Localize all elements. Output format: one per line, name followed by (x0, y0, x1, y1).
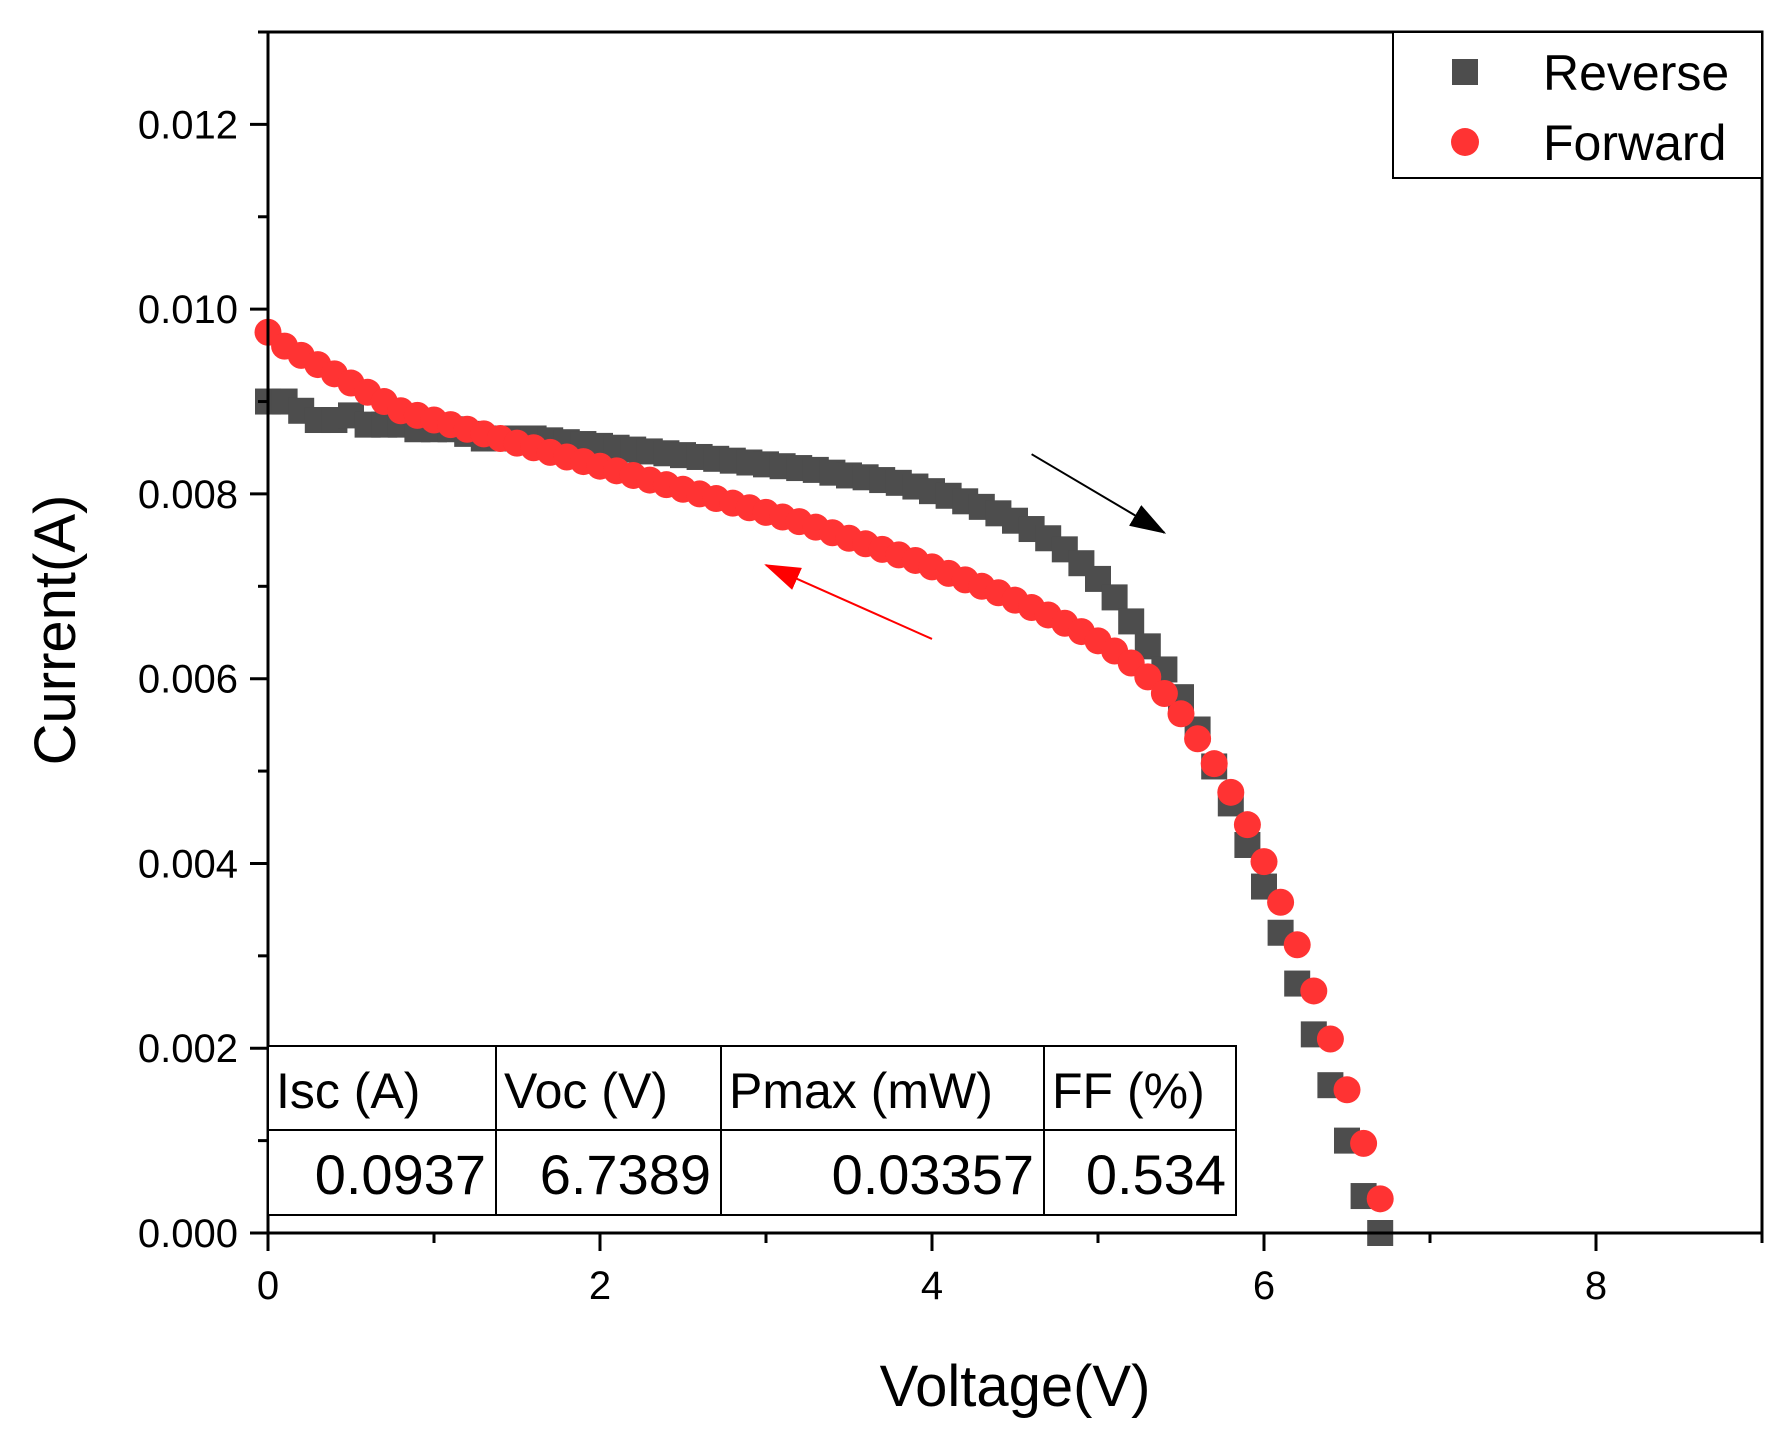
axes-layer: 0 2 4 6 8 0.000 0.002 0.004 0.006 0.008 0.010 0.012 (138, 30, 1764, 1308)
data-point (1350, 1129, 1378, 1157)
data-point (1150, 679, 1178, 707)
table-value-cell: 0.0937 (315, 1143, 486, 1206)
data-point (1250, 848, 1278, 876)
legend-marker-circle (1451, 128, 1479, 156)
x-tick-label: 2 (589, 1264, 611, 1308)
y-tick-label: 0.004 (138, 842, 238, 886)
plot-frame (266, 30, 1764, 1235)
legend-label: Reverse (1543, 45, 1729, 101)
data-point (1366, 1185, 1394, 1213)
data-point (1217, 778, 1245, 806)
legend-label: Forward (1543, 115, 1726, 171)
data-point (1283, 931, 1311, 959)
x-tick-label: 0 (257, 1264, 279, 1308)
data-point (1101, 584, 1128, 611)
legend-box (1392, 31, 1763, 179)
y-tick-label: 0.000 (138, 1212, 238, 1256)
table-value-cell: 6.7389 (540, 1143, 711, 1206)
data-point (1300, 977, 1328, 1005)
table-header-cell: FF (%) (1052, 1063, 1205, 1119)
data-point (1233, 811, 1261, 839)
x-axis-title: Voltage(V) (880, 1354, 1151, 1419)
legend-marker-square (1452, 59, 1478, 85)
y-tick-label: 0.002 (138, 1027, 238, 1071)
direction-arrow (1031, 453, 1167, 534)
series-forward (254, 318, 1394, 1213)
data-point (1134, 663, 1162, 691)
y-tick-label: 0.008 (138, 473, 238, 517)
data-point (1200, 750, 1228, 778)
annotation-layer (764, 453, 1167, 640)
data-point (1167, 700, 1195, 728)
series-layer (254, 318, 1394, 1246)
direction-arrow (764, 564, 933, 640)
table-value-cell: 0.534 (1086, 1143, 1226, 1206)
data-point (1184, 725, 1212, 753)
data-point (1316, 1025, 1344, 1053)
x-tick-label: 8 (1585, 1264, 1607, 1308)
table-value-cell: 0.03357 (832, 1143, 1034, 1206)
table-header-cell: Voc (V) (504, 1063, 668, 1119)
y-tick-label: 0.006 (138, 658, 238, 702)
x-tick-label: 4 (921, 1264, 943, 1308)
table-header-cell: Isc (A) (276, 1063, 420, 1119)
legend: Reverse Forward (1392, 31, 1763, 179)
y-tick-label: 0.012 (138, 103, 238, 147)
data-point (1267, 888, 1295, 916)
table-header-cell: Pmax (mW) (729, 1063, 993, 1119)
y-tick-label: 0.010 (138, 288, 238, 332)
data-point (1333, 1076, 1361, 1104)
x-tick-label: 6 (1253, 1264, 1275, 1308)
data-point (1118, 608, 1145, 635)
stats-table: Isc (A) Voc (V) Pmax (mW) FF (%) 0.0937 6.738… (267, 1045, 1237, 1216)
y-axis-title: Current(A) (23, 495, 88, 766)
